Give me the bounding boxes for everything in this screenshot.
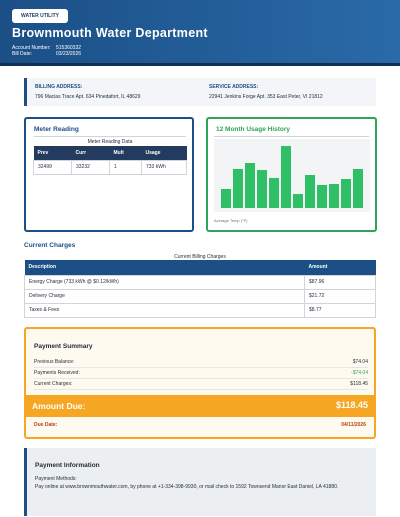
table-row: 32499 33232 1 733 kWh — [33, 159, 187, 175]
usage-chart-caption: Average Temp (°F) — [214, 218, 248, 223]
amount-due-bar: Amount Due: $118.45 — [24, 395, 376, 417]
charges-table-caption: Current Billing Charges — [174, 254, 226, 260]
charge-description: Delivery Charge — [24, 288, 305, 304]
bill-date-value: 03/23/2026 — [56, 51, 82, 57]
amount-due-label: Amount Due: — [32, 401, 86, 411]
bill-header: WATER UTILITY Brownmouth Water Departmen… — [0, 0, 400, 66]
charges-table: Description Amount Energy Charge (733 kW… — [24, 260, 376, 318]
meter-table-header: Prev Curr Mult Usage — [33, 146, 187, 160]
usage-bar — [317, 185, 327, 208]
payments-received-value: -$74.04 — [351, 370, 368, 376]
table-row: Delivery Charge $21.72 — [24, 288, 376, 304]
meter-reading-divider — [34, 136, 186, 137]
usage-bar — [221, 189, 231, 208]
meter-prev-value: 32499 — [33, 159, 72, 175]
charge-description: Energy Charge (733 kWh @ $0.12/kWh) — [24, 274, 305, 290]
previous-balance-label: Previous Balance: — [34, 359, 75, 365]
page-title: Brownmouth Water Department — [12, 26, 208, 40]
table-row: Energy Charge (733 kWh @ $0.12/kWh) $87.… — [24, 274, 376, 290]
address-section: BILLING ADDRESS: 796 Macias Trace Apt. 6… — [24, 78, 376, 106]
meter-reading-panel: Meter Reading — [24, 117, 194, 232]
previous-balance-value: $74.04 — [352, 359, 368, 365]
usage-history-heading: 12 Month Usage History — [216, 126, 291, 133]
table-row: Taxes & Fees $8.77 — [24, 302, 376, 318]
charge-amount: $87.96 — [304, 274, 376, 290]
meter-mult-value: 1 — [109, 159, 142, 175]
payment-summary-heading: Payment Summary — [34, 343, 93, 350]
previous-balance-row: Previous Balance: $74.04 — [34, 357, 368, 368]
charge-amount: $8.77 — [304, 302, 376, 318]
due-date-value: 04/11/2026 — [341, 422, 366, 428]
billing-address-label: BILLING ADDRESS: — [35, 84, 83, 90]
usage-history-chart — [214, 139, 370, 212]
payment-information-box: Payment Information Payment Methods: Pay… — [24, 448, 376, 516]
usage-bar — [233, 168, 243, 208]
billing-address-value: 796 Macias Trace Apt. 634 Pinedafort, IL… — [35, 94, 141, 100]
account-number-line: Account Number: 515360332 — [12, 45, 81, 51]
charge-amount: $21.72 — [304, 288, 376, 304]
usage-bar — [293, 194, 303, 208]
meter-reading-heading: Meter Reading — [34, 126, 79, 133]
usage-bar — [269, 177, 279, 208]
usage-bar — [305, 175, 315, 208]
payments-received-row: Payments Received: -$74.04 — [34, 368, 368, 379]
payment-summary-box: Payment Summary Previous Balance: $74.04… — [24, 327, 376, 439]
payment-information-heading: Payment Information — [35, 462, 100, 469]
bill-date-label: Bill Date: — [12, 51, 33, 57]
payments-received-label: Payments Received: — [34, 370, 80, 376]
payment-methods-text: Pay online at www.brownmouthwater.com, b… — [35, 484, 339, 490]
usage-history-divider — [214, 136, 369, 137]
meter-reading-table: Prev Curr Mult Usage 32499 33232 1 733 k… — [33, 146, 187, 175]
service-address-value: 22941 Jenkins Forge Apt. 353 East Peter,… — [209, 94, 323, 100]
current-charges-heading: Current Charges — [24, 242, 76, 249]
charge-description: Taxes & Fees — [24, 302, 305, 318]
usage-bar — [341, 179, 351, 208]
usage-bar — [281, 146, 291, 208]
billing-address: BILLING ADDRESS: 796 Macias Trace Apt. 6… — [35, 84, 140, 100]
meter-curr-value: 33232 — [71, 159, 110, 175]
account-number-label: Account Number: — [12, 45, 51, 51]
amount-due-value: $118.45 — [335, 400, 368, 410]
payment-methods-label: Payment Methods: — [35, 476, 77, 482]
usage-bar — [353, 168, 363, 208]
due-date-label: Due Date: — [34, 422, 58, 428]
usage-bar — [329, 184, 339, 208]
current-charges-row: Current Charges: $118.45 — [34, 379, 368, 390]
charges-col-description: Description — [24, 260, 305, 275]
service-address: SERVICE ADDRESS: 22941 Jenkins Forge Apt… — [209, 84, 323, 100]
utility-badge: WATER UTILITY — [12, 9, 68, 23]
meter-usage-value: 733 kWh — [141, 159, 187, 175]
charges-col-amount: Amount — [304, 260, 376, 275]
current-charges-value: $118.45 — [350, 381, 368, 387]
usage-bar — [257, 170, 267, 208]
meter-col-mult: Mult — [109, 146, 142, 160]
usage-bar — [245, 162, 255, 208]
current-charges-label: Current Charges: — [34, 381, 73, 387]
meter-table-caption: Meter Reading Data — [87, 139, 133, 145]
meter-col-prev: Prev — [33, 146, 72, 160]
meter-col-curr: Curr — [71, 146, 110, 160]
bill-date-line: Bill Date: 03/23/2026 — [12, 51, 81, 57]
account-number-value: 515360332 — [56, 45, 82, 51]
meter-col-usage: Usage — [141, 146, 187, 160]
service-address-label: SERVICE ADDRESS: — [209, 84, 259, 90]
charges-table-header: Description Amount — [24, 260, 376, 275]
